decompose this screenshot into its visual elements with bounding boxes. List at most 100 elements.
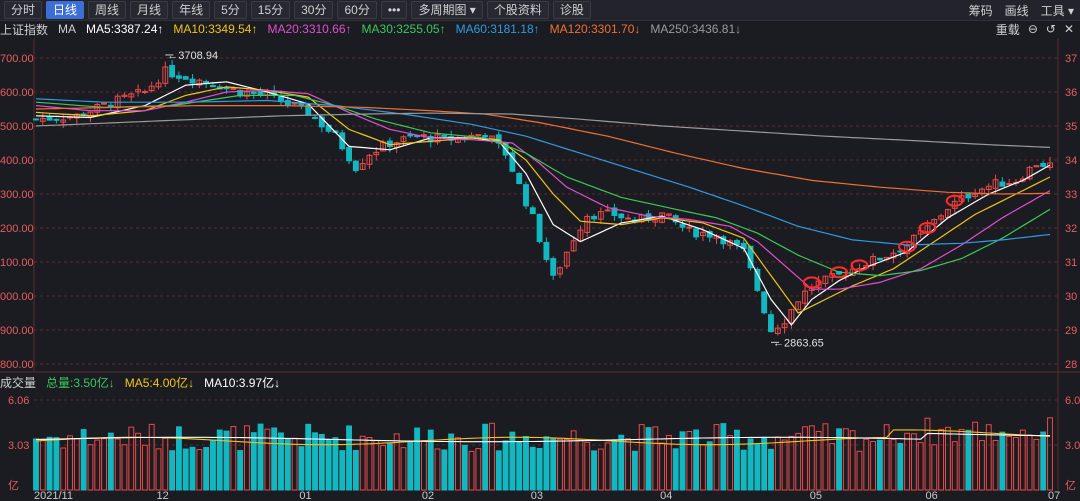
candle [625,217,632,220]
period-tab[interactable]: 15分 [250,1,291,19]
volume-bar [842,428,849,491]
candle [761,291,768,314]
period-tab[interactable]: 周线 [88,1,127,19]
candle [502,142,509,156]
volume-bar [305,423,312,491]
candle [148,85,155,92]
candle [420,134,427,137]
volume-bar [584,441,591,491]
volume-bar [135,432,142,491]
minus-icon[interactable]: ⊖ [1027,22,1038,36]
candle [461,138,468,141]
candle [808,286,815,291]
volume-tick-label-right: 6.0 [1065,395,1080,407]
draw-line-button[interactable]: 画线 [1004,4,1029,18]
volume-bar [53,437,60,491]
reload-button[interactable]: 重载 [995,22,1020,37]
candle [1033,165,1040,168]
volume-bar [652,426,659,491]
candle [659,212,666,223]
candle [271,91,278,95]
ma-line-ma20 [35,89,1051,290]
candle [216,86,223,90]
volume-bar [604,442,611,491]
volume-bar [264,428,271,491]
volume-bar [679,431,686,491]
candle [73,113,80,119]
volume-bar [713,424,720,491]
volume-bar [740,449,747,491]
period-tab[interactable]: 诊股 [552,1,591,19]
volume-bar [631,450,638,491]
price-tick-label-right: 31 [1065,257,1077,269]
ma-line-ma250 [35,112,1051,148]
candle [897,250,904,253]
volume-ma10: MA10:3.97亿↓ [204,375,281,390]
candle [400,136,407,143]
candle [584,215,591,233]
volume-bar [890,438,897,491]
volume-bar [815,430,822,491]
volume-bar [216,429,223,491]
volume-bar [1006,435,1013,491]
period-tab[interactable]: 个股资料 [486,1,549,19]
candle [849,268,856,277]
volume-bar [999,431,1006,491]
volume-tick-label-right: 3.0 [1065,440,1080,452]
period-tab[interactable]: 30分 [294,1,334,19]
volume-bar [795,432,802,491]
candle [46,116,53,121]
volume-bar [536,448,543,491]
candle [237,89,244,97]
highlight-circle [945,194,964,207]
volume-title: 成交量 [0,375,37,390]
volume-bar [475,448,482,491]
candle [904,245,911,255]
period-tab[interactable]: 日线 [46,1,85,19]
candle [94,103,101,113]
candle [516,173,523,185]
candle [802,290,808,304]
candle [489,135,495,139]
period-tab[interactable]: 多周期图 ▾ [411,1,483,19]
price-tick-label-right: 35 [1065,121,1077,133]
volume-bar [94,439,101,491]
candle [693,228,700,238]
period-tab[interactable]: 月线 [130,1,169,19]
volume-bar [808,425,815,491]
candle [672,215,679,223]
candle [523,184,529,207]
candle [230,87,237,90]
volume-bar [944,426,951,491]
candle [407,134,414,137]
period-tab[interactable]: 5分 [214,1,247,19]
undo-icon[interactable]: ↺ [1045,22,1056,36]
period-tab[interactable]: 分时 [4,1,43,19]
period-tab[interactable]: 年线 [172,1,211,19]
candle [475,134,482,137]
volume-bar [386,443,393,491]
ma-label: MA [58,22,77,36]
candle [992,179,999,189]
candle [618,213,625,219]
volume-bar [175,426,182,491]
period-tab[interactable]: 60分 [337,1,377,19]
candle [1026,166,1033,180]
volume-bar [420,440,427,491]
close-icon[interactable]: ✕ [1063,22,1074,36]
candle [754,268,761,291]
tools-button[interactable]: 工具 ▾ [1040,4,1074,18]
volume-bar [312,432,318,491]
period-tab[interactable]: ••• [380,1,408,19]
candle [257,90,264,96]
candle [768,314,774,333]
candle [414,135,421,138]
candle [944,209,951,219]
price-tick-label: 700.00 [0,53,34,65]
candle [53,118,60,121]
chips-button[interactable]: 筹码 [968,4,993,18]
candle [638,214,645,223]
candle [706,230,713,238]
candle [393,142,400,148]
